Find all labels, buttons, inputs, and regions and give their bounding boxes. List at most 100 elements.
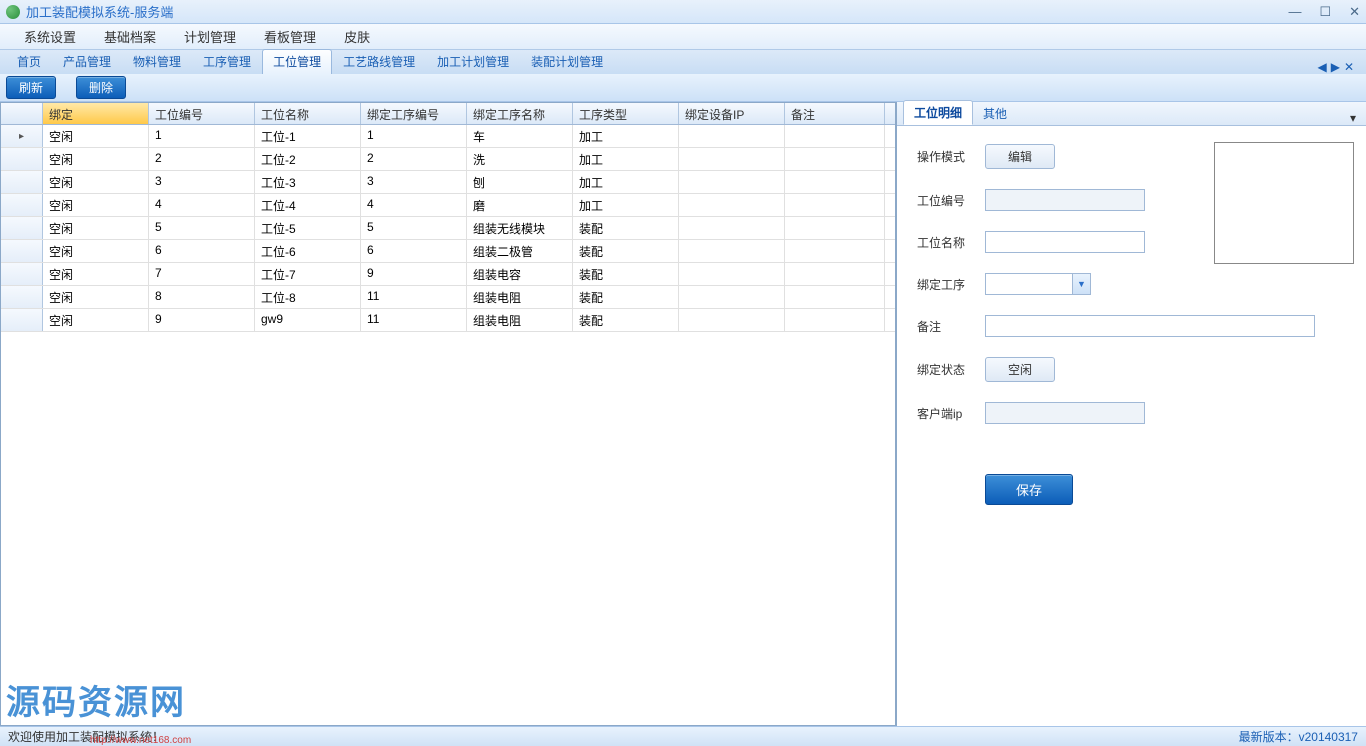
- main-tab[interactable]: 加工计划管理: [426, 49, 520, 74]
- tab-prev-icon[interactable]: ◀: [1317, 60, 1326, 74]
- table-cell: 组装电阻: [467, 309, 573, 331]
- table-row[interactable]: 空闲7工位-79组装电容装配: [1, 263, 895, 286]
- row-header[interactable]: [1, 263, 43, 285]
- menu-item[interactable]: 看板管理: [250, 27, 330, 46]
- main-tab[interactable]: 产品管理: [52, 49, 122, 74]
- row-header[interactable]: [1, 148, 43, 170]
- row-header[interactable]: [1, 171, 43, 193]
- column-header[interactable]: [1, 103, 43, 124]
- table-cell: 装配: [573, 286, 679, 308]
- table-row[interactable]: 空闲4工位-44磨加工: [1, 194, 895, 217]
- table-cell: 工位-2: [255, 148, 361, 170]
- status-bar: 欢迎使用加工装配模拟系统！ 最新版本：v20140317: [0, 726, 1366, 746]
- table-row[interactable]: 空闲8工位-811组装电阻装配: [1, 286, 895, 309]
- name-input[interactable]: [985, 231, 1145, 253]
- table-cell: [679, 263, 785, 285]
- table-cell: 空闲: [43, 309, 149, 331]
- menu-item[interactable]: 基础档案: [90, 27, 170, 46]
- table-cell: 空闲: [43, 263, 149, 285]
- table-cell: 空闲: [43, 171, 149, 193]
- table-cell: 7: [149, 263, 255, 285]
- tab-close-icon[interactable]: ✕: [1344, 60, 1354, 74]
- ip-input[interactable]: [985, 402, 1145, 424]
- table-cell: [785, 240, 885, 262]
- table-cell: 工位-1: [255, 125, 361, 147]
- menu-bar: 系统设置基础档案计划管理看板管理皮肤: [0, 24, 1366, 50]
- data-grid: 绑定工位编号工位名称绑定工序编号绑定工序名称工序类型绑定设备IP备注 空闲1工位…: [0, 102, 896, 726]
- table-cell: 1: [361, 125, 467, 147]
- minimize-button[interactable]: —: [1288, 4, 1301, 20]
- menu-item[interactable]: 计划管理: [170, 27, 250, 46]
- table-row[interactable]: 空闲9gw911组装电阻装配: [1, 309, 895, 332]
- table-cell: 空闲: [43, 286, 149, 308]
- table-row[interactable]: 空闲5工位-55组装无线模块装配: [1, 217, 895, 240]
- table-cell: 组装电容: [467, 263, 573, 285]
- bind-state-button[interactable]: 空闲: [985, 357, 1055, 382]
- table-row[interactable]: 空闲6工位-66组装二极管装配: [1, 240, 895, 263]
- expand-icon[interactable]: ▾: [1350, 111, 1360, 125]
- menu-item[interactable]: 皮肤: [330, 27, 384, 46]
- table-row[interactable]: 空闲2工位-22洗加工: [1, 148, 895, 171]
- proc-combo-input[interactable]: [986, 274, 1072, 294]
- tab-bar: 首页产品管理物料管理工序管理工位管理工艺路线管理加工计划管理装配计划管理 ◀ ▶ ✕: [0, 50, 1366, 74]
- chevron-down-icon[interactable]: ▼: [1072, 274, 1090, 294]
- maximize-button[interactable]: ☐: [1319, 4, 1331, 20]
- table-cell: [785, 148, 885, 170]
- code-label: 工位编号: [917, 192, 977, 209]
- table-cell: 4: [149, 194, 255, 216]
- column-header[interactable]: 绑定: [43, 103, 149, 124]
- table-cell: [679, 148, 785, 170]
- table-cell: 2: [361, 148, 467, 170]
- main-tab[interactable]: 装配计划管理: [520, 49, 614, 74]
- table-row[interactable]: 空闲1工位-11车加工: [1, 125, 895, 148]
- code-input[interactable]: [985, 189, 1145, 211]
- column-header[interactable]: 绑定设备IP: [679, 103, 785, 124]
- table-cell: 5: [149, 217, 255, 239]
- column-header[interactable]: 绑定工序名称: [467, 103, 573, 124]
- refresh-button[interactable]: 刷新: [6, 76, 56, 99]
- column-header[interactable]: 绑定工序编号: [361, 103, 467, 124]
- column-header[interactable]: 工位名称: [255, 103, 361, 124]
- row-header[interactable]: [1, 194, 43, 216]
- grid-header: 绑定工位编号工位名称绑定工序编号绑定工序名称工序类型绑定设备IP备注: [1, 103, 895, 125]
- main-tab[interactable]: 工序管理: [192, 49, 262, 74]
- table-cell: 空闲: [43, 148, 149, 170]
- row-header[interactable]: [1, 286, 43, 308]
- side-tab[interactable]: 其他: [973, 102, 1017, 125]
- save-button[interactable]: 保存: [985, 474, 1073, 505]
- table-cell: [679, 286, 785, 308]
- tab-next-icon[interactable]: ▶: [1331, 60, 1340, 74]
- table-cell: 装配: [573, 240, 679, 262]
- delete-button[interactable]: 删除: [76, 76, 126, 99]
- toolbar: 刷新 删除: [0, 74, 1366, 102]
- preview-box: [1214, 142, 1354, 264]
- table-cell: 8: [149, 286, 255, 308]
- side-tabs: 工位明细其他 ▾: [897, 102, 1366, 126]
- table-row[interactable]: 空闲3工位-33刨加工: [1, 171, 895, 194]
- column-header[interactable]: 备注: [785, 103, 885, 124]
- row-header[interactable]: [1, 309, 43, 331]
- table-cell: 洗: [467, 148, 573, 170]
- table-cell: 工位-3: [255, 171, 361, 193]
- table-cell: 4: [361, 194, 467, 216]
- proc-combo[interactable]: ▼: [985, 273, 1091, 295]
- edit-button[interactable]: 编辑: [985, 144, 1055, 169]
- main-tab[interactable]: 工位管理: [262, 49, 332, 74]
- column-header[interactable]: 工序类型: [573, 103, 679, 124]
- side-tab[interactable]: 工位明细: [903, 100, 973, 125]
- menu-item[interactable]: 系统设置: [10, 27, 90, 46]
- column-header[interactable]: 工位编号: [149, 103, 255, 124]
- main-tab[interactable]: 物料管理: [122, 49, 192, 74]
- table-cell: 工位-8: [255, 286, 361, 308]
- version-text: 最新版本：v20140317: [1239, 728, 1358, 745]
- row-header[interactable]: [1, 125, 43, 147]
- close-button[interactable]: ✕: [1349, 4, 1360, 20]
- main-tab[interactable]: 首页: [6, 49, 52, 74]
- table-cell: [679, 309, 785, 331]
- remark-label: 备注: [917, 318, 977, 335]
- row-header[interactable]: [1, 240, 43, 262]
- row-header[interactable]: [1, 217, 43, 239]
- side-panel: 工位明细其他▾ 操作模式 编辑 工位编号 工位名称 绑定工序 ▼: [896, 102, 1366, 726]
- remark-input[interactable]: [985, 315, 1315, 337]
- main-tab[interactable]: 工艺路线管理: [332, 49, 426, 74]
